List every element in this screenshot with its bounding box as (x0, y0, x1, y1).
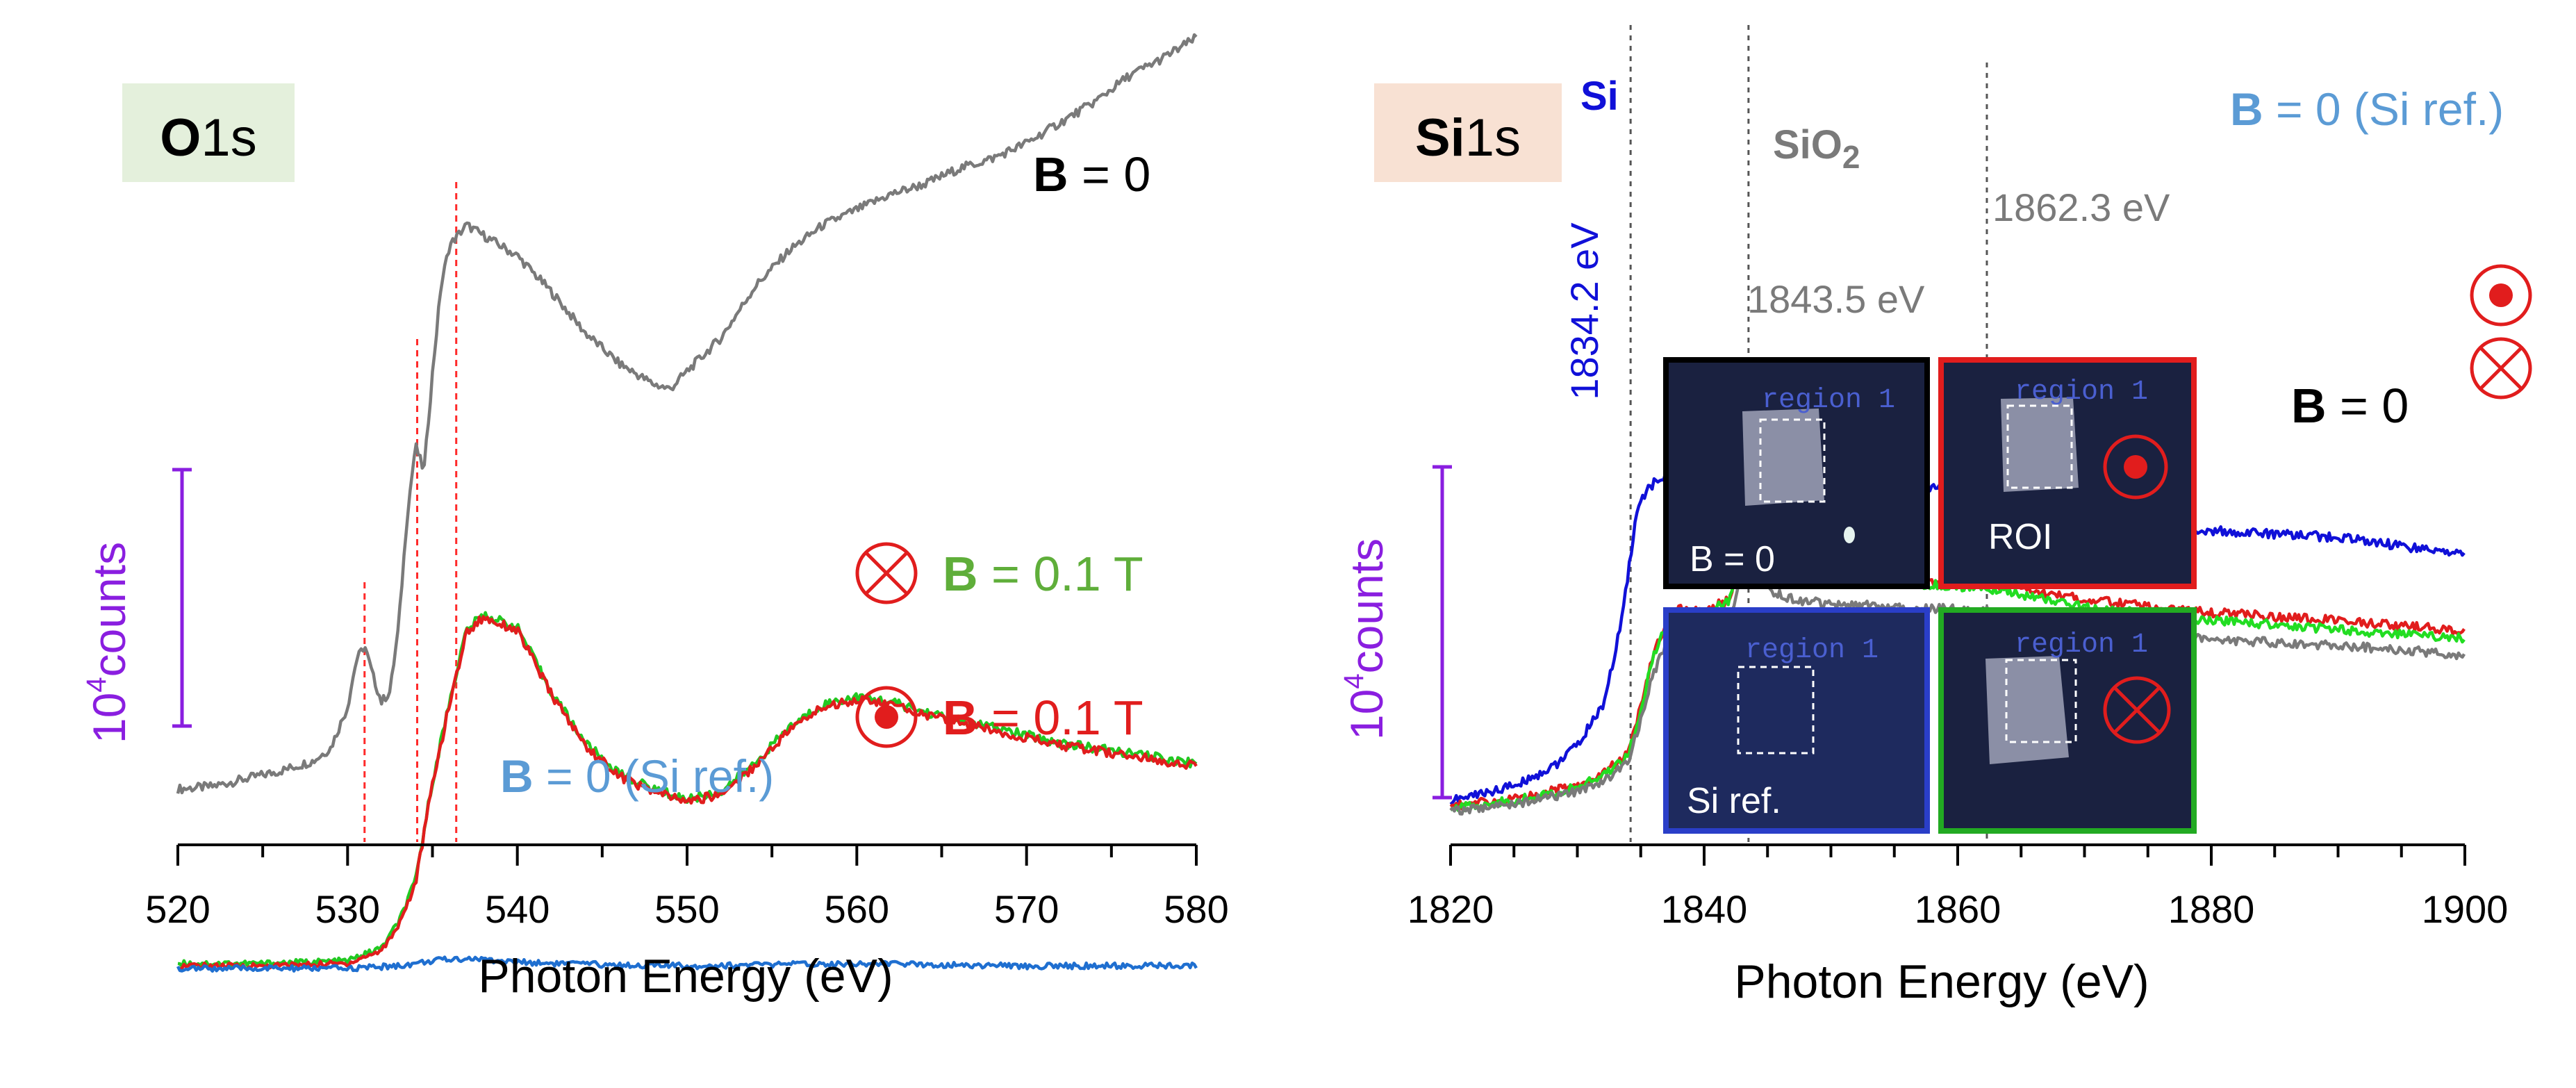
inset-into: region 1 (1938, 607, 2197, 834)
inset-speck (1844, 527, 1855, 543)
o1s-ylabel-exp: 4 (81, 677, 112, 692)
o1s-title-rest: 1s (201, 108, 256, 167)
into-page-icon (2103, 676, 2171, 744)
o1s-annot-b0: B = 0 (1033, 147, 1150, 201)
o1s-annot-red: B = 0.1 T (943, 691, 1143, 745)
inset-region-text: region 1 (1762, 385, 1895, 416)
o1s-title-bold: O (160, 108, 201, 167)
inset-roi-box (1759, 418, 1826, 503)
si1s-ylabel-base: 10 (1341, 689, 1392, 740)
o1s-ylabel-base: 10 (83, 693, 135, 743)
si1s-annot-siref-bold: B (2230, 83, 2263, 135)
inset-roi-box (1737, 666, 1815, 755)
si1s-ylabel-unit: counts (1341, 538, 1392, 673)
inset-siref: region 1 Si ref. (1663, 607, 1930, 834)
out-of-page-icon (855, 686, 918, 748)
tick-label: 1820 (1407, 887, 1494, 931)
o1s-annot-green-rest: = 0.1 T (978, 547, 1143, 601)
tick-label: 1900 (2422, 887, 2509, 931)
inset-b0: region 1 B = 0 (1663, 357, 1930, 589)
o1s-ylabel: 104counts (81, 542, 135, 743)
si1s-annot-si: Si (1580, 74, 1619, 119)
inset-label: ROI (1988, 517, 2052, 557)
o1s-annot-siref-bold: B (500, 750, 534, 802)
tick-label: 550 (654, 887, 719, 931)
si1s-annot-sio2: SiO2 (1773, 122, 1860, 175)
si1s-annot-sio2-text: SiO (1773, 122, 1842, 167)
tick-label: 570 (994, 887, 1059, 931)
inset-roi: region 1 ROI (1938, 357, 2197, 589)
si1s-panel: Si1s 104counts 1820 1840 1860 1880 1900 Phot… (1339, 25, 2532, 1008)
si1s-annot-sio2-sub: 2 (1842, 139, 1860, 175)
si1s-ylabel: 104counts (1339, 538, 1392, 740)
si1s-annot-b0-bold: B (2291, 379, 2327, 433)
si1s-annot-1834: 1834.2 eV (1562, 222, 1606, 400)
o1s-annot-b0-rest: = 0 (1068, 147, 1151, 201)
o1s-annot-b0-bold: B (1033, 147, 1068, 201)
o1s-scale-bar (172, 468, 192, 728)
inset-label: B = 0 (1690, 539, 1775, 579)
tick-label: 530 (315, 887, 380, 931)
si1s-annot-siref-rest: = 0 (Si ref.) (2263, 83, 2504, 135)
inset-region-text: region 1 (2015, 629, 2148, 661)
o1s-annot-red-rest: = 0.1 T (978, 691, 1143, 745)
tick-label: 540 (485, 887, 550, 931)
o1s-annot-siref: B = 0 (Si ref.) (500, 750, 774, 802)
o1s-ylabel-unit: counts (83, 542, 135, 677)
into-page-icon (855, 542, 918, 604)
o1s-annot-siref-rest: = 0 (Si ref.) (534, 750, 775, 802)
o1s-plot-area (176, 33, 1198, 973)
si1s-title-bold: Si (1415, 108, 1465, 167)
o1s-x-ticks: 520 530 540 550 560 570 580 (145, 845, 1229, 931)
o1s-annot-green-bold: B (943, 547, 978, 601)
o1s-xlabel: Photon Energy (eV) (478, 950, 893, 1003)
inset-sample (2001, 397, 2079, 492)
si1s-ylabel-exp: 4 (1339, 673, 1369, 689)
o1s-annot-green: B = 0.1 T (943, 547, 1143, 601)
si1s-xlabel: Photon Energy (eV) (1734, 955, 2149, 1008)
inset-region-text: region 1 (2015, 377, 2148, 408)
tick-label: 520 (145, 887, 210, 931)
o1s-panel: O1s 104counts 520 530 540 550 560 570 580 Phot… (81, 33, 1229, 1003)
si1s-x-ticks: 1820 1840 1860 1880 1900 (1407, 845, 2509, 931)
si1s-annot-b0: B = 0 (2291, 379, 2409, 433)
inset-sample (1985, 656, 2069, 764)
inset-label: Si ref. (1687, 781, 1781, 821)
si1s-annot-siref: B = 0 (Si ref.) (2230, 83, 2504, 135)
inset-roi-box (2005, 659, 2077, 743)
si1s-annot-1843: 1843.5 eV (1747, 277, 1925, 321)
into-page-icon (2470, 337, 2532, 399)
si1s-annot-1862: 1862.3 eV (1992, 186, 2170, 229)
tick-label: 1880 (2168, 887, 2255, 931)
si1s-title-box (1374, 83, 1562, 182)
inset-roi-box (2006, 404, 2073, 489)
o1s-title-box (122, 83, 295, 182)
tick-label: 580 (1164, 887, 1228, 931)
tick-label: 1840 (1661, 887, 1748, 931)
si1s-scale-bar (1433, 465, 1452, 800)
si1s-title-rest: 1s (1465, 108, 1521, 167)
series-line (177, 615, 1198, 971)
out-of-page-icon (2470, 264, 2532, 327)
series-line (176, 33, 1198, 795)
o1s-annot-red-bold: B (943, 691, 978, 745)
si1s-title: Si1s (1415, 108, 1521, 167)
out-of-page-icon (2103, 434, 2168, 500)
tick-label: 1860 (1915, 887, 2001, 931)
si1s-annot-b0-rest: = 0 (2327, 379, 2409, 433)
inset-region-text: region 1 (1745, 635, 1879, 666)
inset-sample (1742, 409, 1824, 506)
series-line (176, 955, 1198, 973)
o1s-title: O1s (160, 108, 256, 167)
tick-label: 560 (825, 887, 889, 931)
